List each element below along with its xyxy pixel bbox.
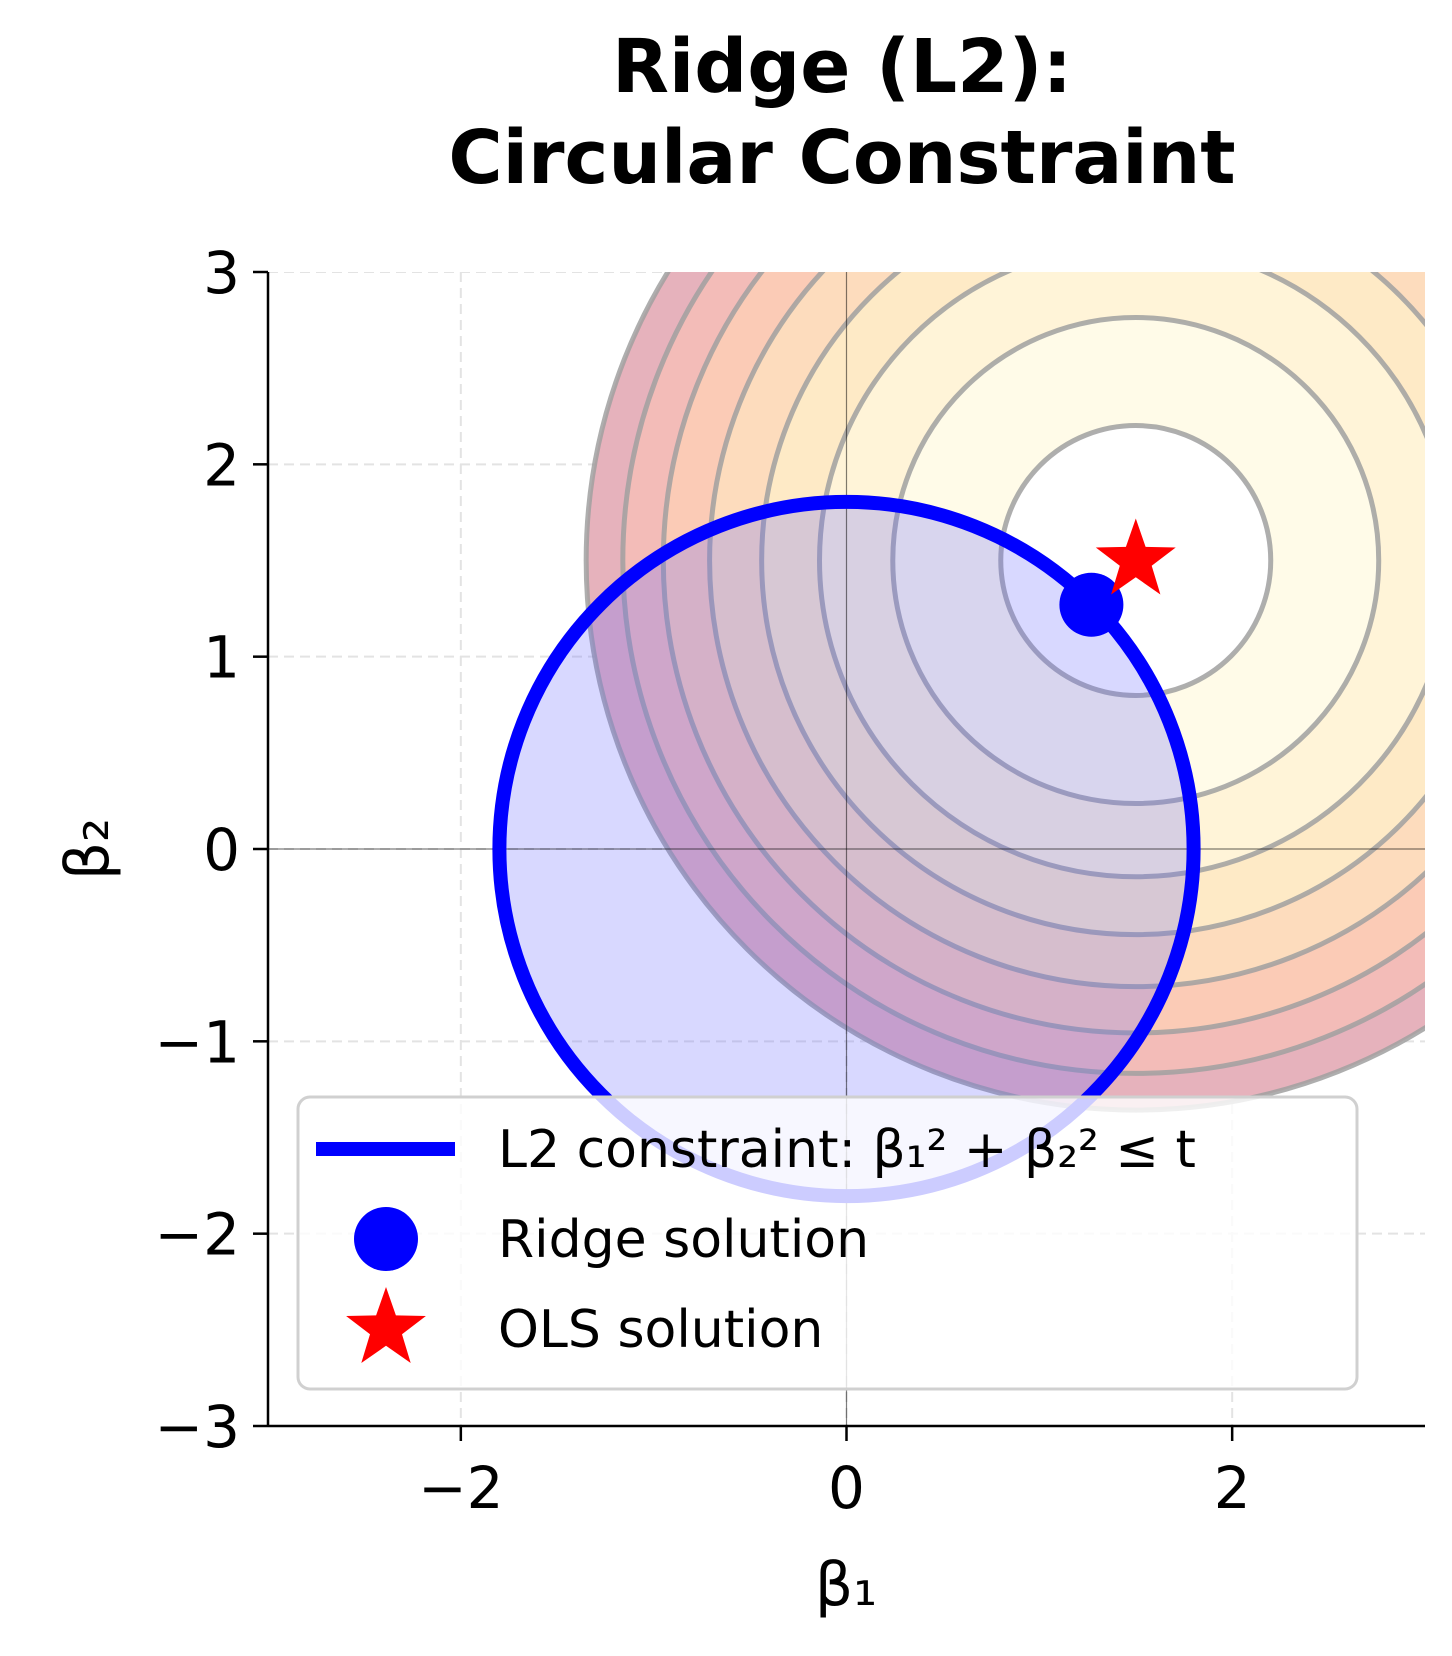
x-tick-label: 0 <box>828 1454 865 1522</box>
y-axis-label: β₂ <box>53 818 123 880</box>
contour-line <box>890 315 1382 806</box>
chart-title-line-1: Ridge (L2): <box>612 24 1072 110</box>
y-tick-label: 3 <box>203 239 240 307</box>
contour-line <box>620 272 1425 1076</box>
y-tick-label: −1 <box>155 1008 241 1076</box>
contour-line <box>817 272 1425 880</box>
legend-label: Ridge solution <box>498 1210 869 1270</box>
contour-line <box>707 272 1425 990</box>
ols-solution-star <box>1095 518 1176 595</box>
y-tick-label: 2 <box>203 431 240 499</box>
x-tick-label: 2 <box>1214 1454 1251 1522</box>
contour-line <box>759 272 1425 937</box>
x-tick-label: −2 <box>418 1454 504 1522</box>
y-tick-label: −3 <box>155 1393 241 1461</box>
contour-line <box>998 423 1274 698</box>
legend-star-swatch <box>346 1287 426 1363</box>
x-axis-label: β₁ <box>815 1550 877 1620</box>
legend-circle-swatch <box>354 1207 418 1271</box>
legend-label: L2 constraint: β₁² + β₂² ≤ t <box>498 1120 1196 1180</box>
legend-box <box>296 1095 1359 1391</box>
ridge-solution-point <box>1059 572 1124 637</box>
y-tick-label: 0 <box>203 816 240 884</box>
y-tick-label: −2 <box>155 1201 241 1269</box>
y-tick-label: 1 <box>203 624 240 692</box>
chart-title-line-2: Circular Constraint <box>448 115 1235 201</box>
legend-label: OLS solution <box>498 1300 823 1360</box>
